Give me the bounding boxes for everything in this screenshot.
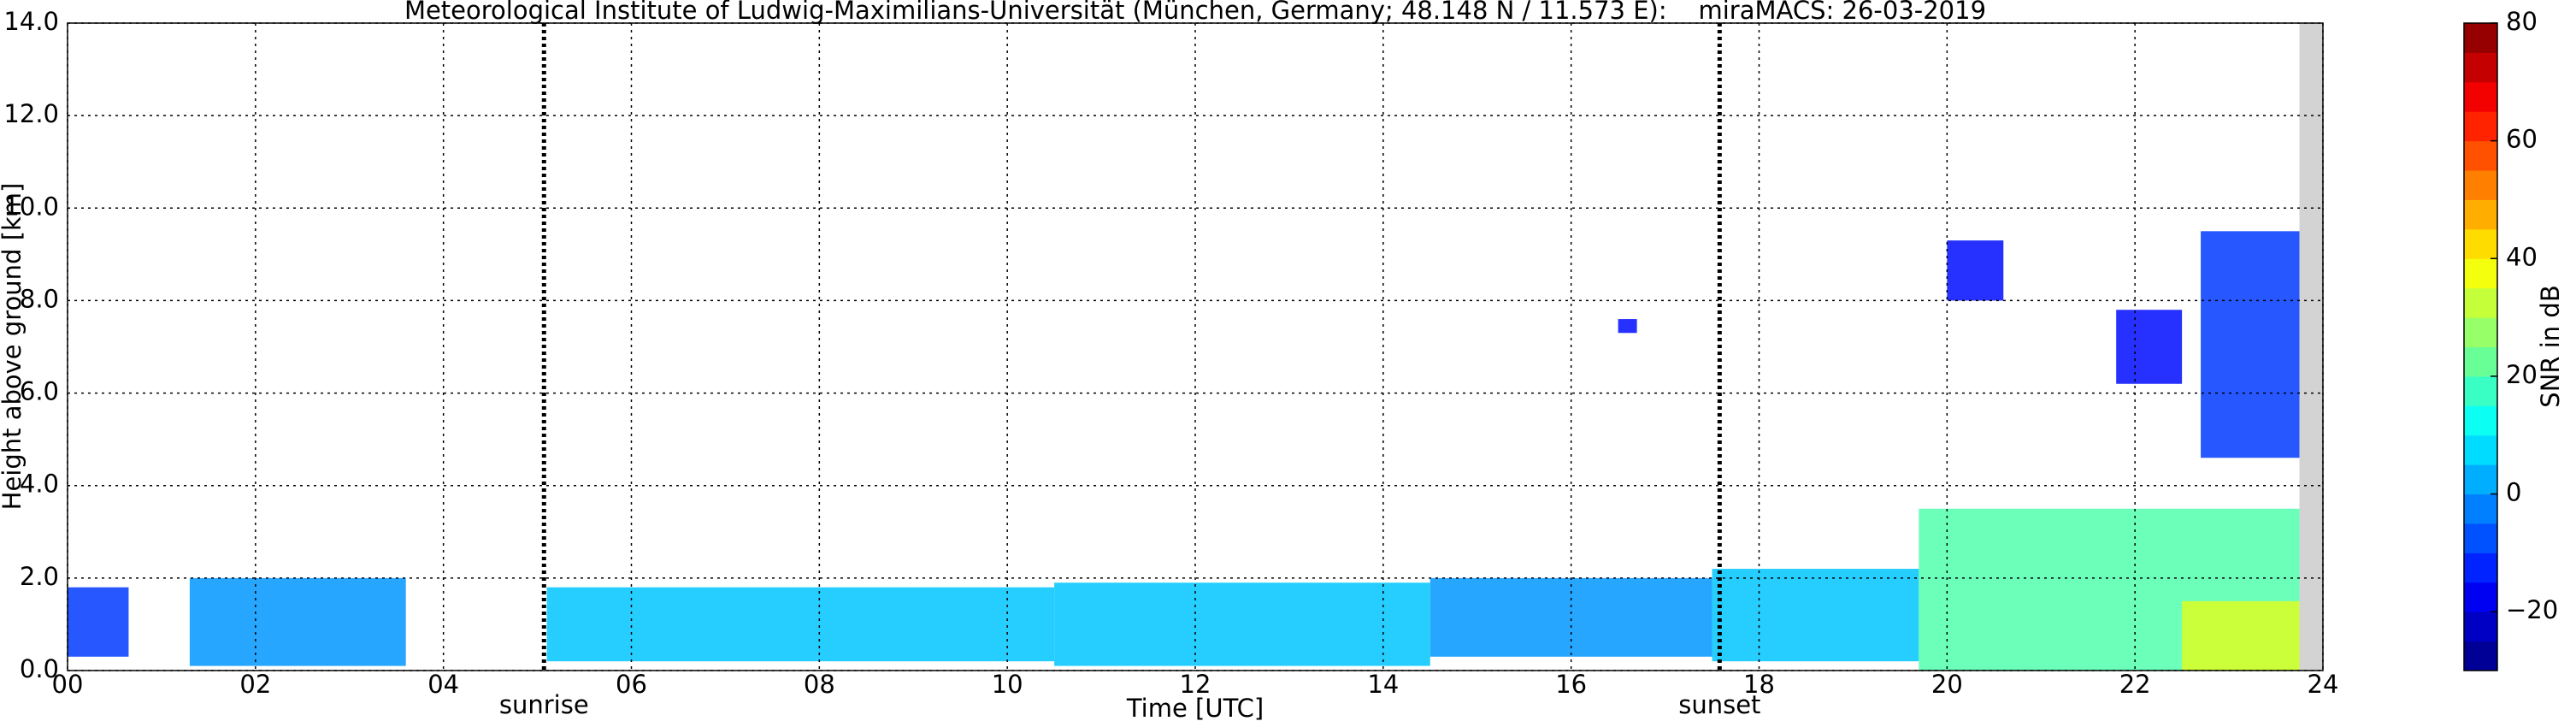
colorbar-band (2464, 287, 2497, 318)
colorbar-label: SNR in dB (2536, 285, 2565, 407)
colorbar-band (2464, 52, 2497, 83)
colorbar-tick-label: 60 (2506, 125, 2538, 154)
colorbar-band (2464, 641, 2497, 671)
echo (1712, 569, 1919, 662)
x-tick-label: 14 (1367, 670, 1399, 699)
echo (2201, 231, 2300, 458)
x-tick-label: 10 (992, 670, 1023, 699)
x-tick-label: 02 (239, 670, 271, 699)
chart-title: Meteorological Institute of Ludwig-Maxim… (404, 0, 1986, 25)
x-tick-label: 04 (427, 670, 459, 699)
plot-frame (67, 22, 2324, 671)
colorbar-band (2464, 523, 2497, 553)
echo (189, 577, 406, 666)
colorbar-band (2464, 434, 2497, 465)
x-tick-label: 20 (1931, 670, 1963, 699)
y-tick-label: 10.0 (3, 192, 59, 221)
colorbar-band (2464, 553, 2497, 583)
marker-label: sunset (1678, 690, 1760, 719)
x-tick-label: 22 (2119, 670, 2151, 699)
colorbar-band (2464, 612, 2497, 642)
y-tick-label: 4.0 (20, 470, 59, 499)
colorbar-band (2464, 111, 2497, 142)
colorbar-tick-label: 0 (2506, 478, 2521, 507)
y-axis-label: Height above ground [km] (0, 183, 27, 511)
x-tick-label: 08 (804, 670, 835, 699)
colorbar-band (2464, 405, 2497, 436)
colorbar-band (2464, 140, 2497, 171)
echo (1618, 319, 1637, 334)
colorbar-band (2464, 317, 2497, 347)
echo (68, 587, 129, 657)
colorbar-band (2464, 375, 2497, 406)
colorbar-band (2464, 494, 2497, 524)
x-tick-label: 06 (616, 670, 647, 699)
x-tick-label: 18 (1743, 670, 1775, 699)
colorbar-band (2464, 170, 2497, 200)
y-tick-label: 0.0 (20, 654, 59, 683)
colorbar-band (2464, 199, 2497, 230)
colorbar-band (2464, 81, 2497, 112)
echo (1947, 240, 2004, 301)
x-tick-label: 00 (52, 670, 84, 699)
no-data (2299, 23, 2323, 671)
y-tick-label: 8.0 (20, 284, 59, 313)
x-axis-label: Time [UTC] (1126, 694, 1264, 723)
colorbar-tick-label: 40 (2506, 242, 2538, 271)
colorbar-frame (2463, 22, 2498, 671)
colorbar-tick-label: 80 (2506, 7, 2538, 36)
echo (2182, 600, 2300, 671)
y-tick-label: 14.0 (3, 7, 59, 36)
colorbar-tick-label: −20 (2506, 595, 2558, 624)
x-tick-label: 24 (2308, 670, 2339, 699)
echo (2116, 310, 2183, 384)
x-tick-label: 16 (1555, 670, 1587, 699)
marker-label: sunrise (499, 690, 589, 719)
colorbar-band (2464, 346, 2497, 377)
colorbar-band (2464, 258, 2497, 289)
colorbar-band (2464, 582, 2497, 612)
echo (546, 587, 1055, 662)
colorbar-band (2464, 228, 2497, 259)
echo (1429, 577, 1712, 657)
y-tick-label: 12.0 (3, 99, 59, 128)
colorbar-tick-label: 20 (2506, 360, 2538, 389)
y-tick-label: 2.0 (20, 562, 59, 591)
y-tick-label: 6.0 (20, 377, 59, 406)
x-tick-label: 12 (1180, 670, 1211, 699)
colorbar-band (2464, 464, 2497, 495)
echo (1054, 582, 1430, 666)
colorbar-band (2464, 23, 2497, 53)
